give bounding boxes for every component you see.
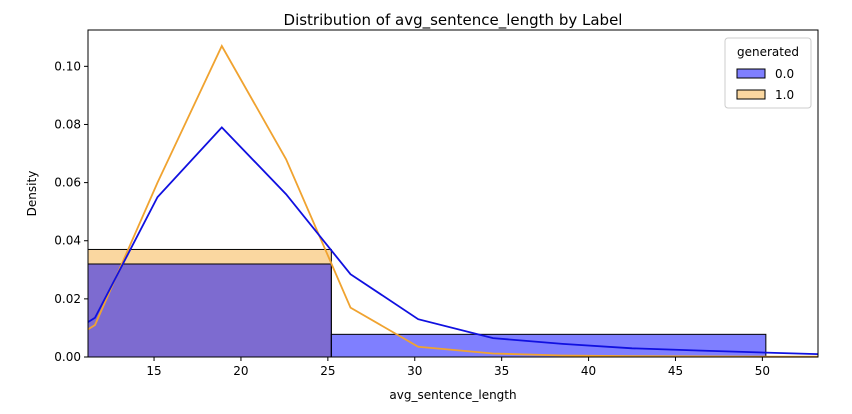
legend-label-1: 1.0 [775, 88, 794, 102]
y-tick-label-0: 0.00 [54, 350, 81, 364]
chart-title: Distribution of avg_sentence_length by L… [284, 11, 623, 30]
legend: generated 0.0 1.0 [724, 37, 812, 109]
y-tick-label-3: 0.06 [54, 176, 81, 190]
plot-area [87, 29, 819, 358]
x-tick-label-7: 50 [755, 364, 770, 378]
x-tick-label-6: 45 [668, 364, 683, 378]
plot-frame [87, 29, 819, 358]
legend-label-0: 0.0 [775, 67, 794, 81]
bar-series-1-bin-0 [87, 263, 332, 358]
kde-lines [87, 44, 819, 358]
kde-line-series-0 [87, 44, 818, 358]
y-axis-ticks: 0.00 0.02 0.04 0.06 0.08 0.10 [54, 59, 88, 364]
bar-series-1-bin-1 [330, 333, 767, 358]
y-tick-label-5: 0.10 [54, 59, 81, 73]
x-tick-label-0: 15 [146, 364, 161, 378]
legend-title: generated [737, 45, 799, 59]
kde-line-series-1 [87, 126, 819, 355]
y-tick-label-4: 0.08 [54, 117, 81, 131]
x-tick-label-4: 35 [494, 364, 509, 378]
y-tick-label-2: 0.04 [54, 234, 81, 248]
legend-swatch-1 [736, 89, 766, 100]
y-axis-label: Density [25, 171, 39, 217]
x-tick-label-3: 30 [407, 364, 422, 378]
x-axis-label: avg_sentence_length [389, 388, 516, 402]
legend-swatch-0 [736, 68, 766, 79]
x-tick-label-1: 20 [233, 364, 248, 378]
y-tick-label-1: 0.02 [54, 292, 81, 306]
histogram-bars [87, 248, 767, 358]
x-axis-ticks: 15 20 25 30 35 40 45 50 [146, 357, 770, 378]
x-tick-label-2: 25 [320, 364, 335, 378]
x-tick-label-5: 40 [581, 364, 596, 378]
